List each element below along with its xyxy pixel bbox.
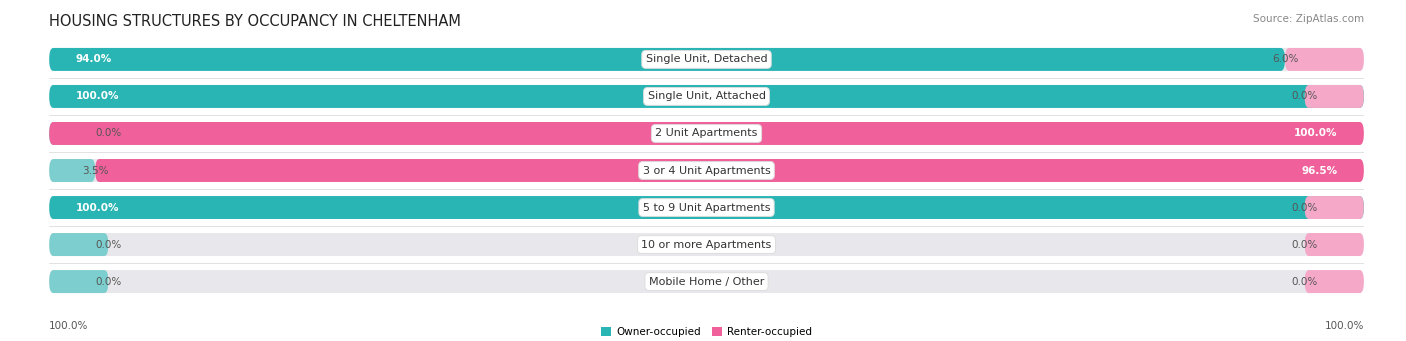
FancyBboxPatch shape — [49, 270, 108, 293]
Text: 5 to 9 Unit Apartments: 5 to 9 Unit Apartments — [643, 203, 770, 212]
FancyBboxPatch shape — [1305, 85, 1364, 108]
Legend: Owner-occupied, Renter-occupied: Owner-occupied, Renter-occupied — [596, 323, 817, 341]
FancyBboxPatch shape — [49, 196, 1364, 219]
Text: 100.0%: 100.0% — [1294, 129, 1337, 138]
Text: Single Unit, Attached: Single Unit, Attached — [648, 91, 765, 102]
Text: 6.0%: 6.0% — [1272, 55, 1298, 64]
Text: 0.0%: 0.0% — [96, 277, 121, 286]
FancyBboxPatch shape — [1305, 233, 1364, 256]
FancyBboxPatch shape — [1305, 196, 1364, 219]
Text: Mobile Home / Other: Mobile Home / Other — [648, 277, 765, 286]
Text: 100.0%: 100.0% — [49, 321, 89, 331]
FancyBboxPatch shape — [49, 196, 1364, 219]
FancyBboxPatch shape — [1285, 48, 1364, 71]
Text: 0.0%: 0.0% — [96, 239, 121, 250]
FancyBboxPatch shape — [49, 85, 1364, 108]
FancyBboxPatch shape — [49, 122, 1364, 145]
FancyBboxPatch shape — [49, 233, 108, 256]
FancyBboxPatch shape — [49, 48, 1285, 71]
Text: 96.5%: 96.5% — [1302, 165, 1337, 176]
FancyBboxPatch shape — [49, 85, 1364, 108]
Text: 100.0%: 100.0% — [76, 91, 120, 102]
Text: 3 or 4 Unit Apartments: 3 or 4 Unit Apartments — [643, 165, 770, 176]
FancyBboxPatch shape — [1305, 270, 1364, 293]
FancyBboxPatch shape — [49, 159, 1364, 182]
Text: 10 or more Apartments: 10 or more Apartments — [641, 239, 772, 250]
Text: 0.0%: 0.0% — [1292, 203, 1317, 212]
Text: Source: ZipAtlas.com: Source: ZipAtlas.com — [1253, 14, 1364, 24]
Text: 2 Unit Apartments: 2 Unit Apartments — [655, 129, 758, 138]
FancyBboxPatch shape — [49, 159, 96, 182]
FancyBboxPatch shape — [49, 122, 108, 145]
FancyBboxPatch shape — [49, 48, 1364, 71]
Text: 0.0%: 0.0% — [96, 129, 121, 138]
FancyBboxPatch shape — [49, 122, 1364, 145]
Text: 100.0%: 100.0% — [1324, 321, 1364, 331]
FancyBboxPatch shape — [49, 233, 1364, 256]
Text: 100.0%: 100.0% — [76, 203, 120, 212]
Text: 3.5%: 3.5% — [82, 165, 108, 176]
Text: HOUSING STRUCTURES BY OCCUPANCY IN CHELTENHAM: HOUSING STRUCTURES BY OCCUPANCY IN CHELT… — [49, 14, 461, 29]
Text: 0.0%: 0.0% — [1292, 91, 1317, 102]
FancyBboxPatch shape — [49, 270, 1364, 293]
Text: 0.0%: 0.0% — [1292, 277, 1317, 286]
FancyBboxPatch shape — [96, 159, 1364, 182]
Text: Single Unit, Detached: Single Unit, Detached — [645, 55, 768, 64]
Text: 94.0%: 94.0% — [76, 55, 111, 64]
Text: 0.0%: 0.0% — [1292, 239, 1317, 250]
